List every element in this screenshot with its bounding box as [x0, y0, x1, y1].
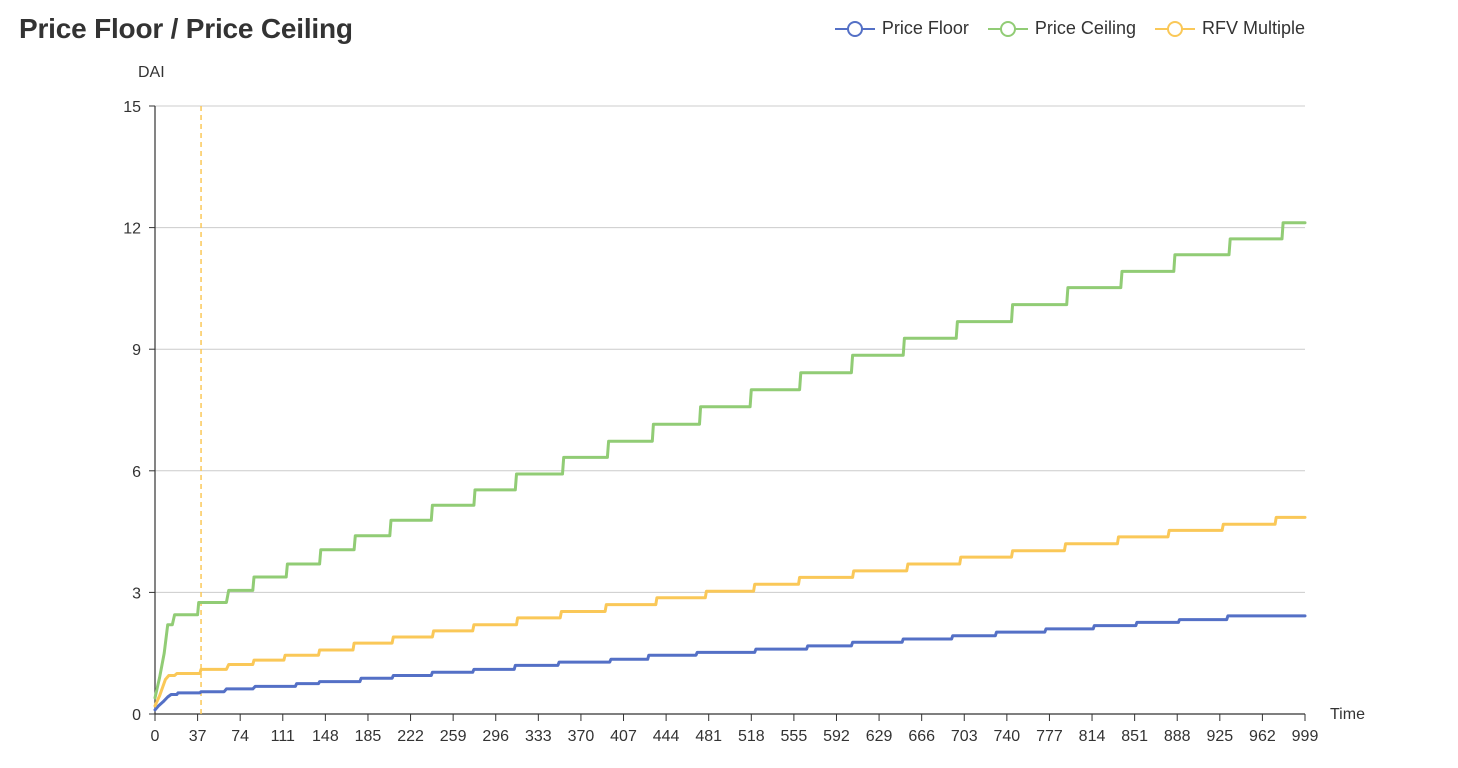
x-tick-label-999: 999: [1292, 728, 1319, 745]
series-line-rfv-multiple: [153, 515, 1307, 708]
x-tick-label-37: 37: [189, 728, 207, 745]
y-tick-label-15: 15: [123, 99, 141, 116]
y-tick-label-6: 6: [132, 464, 141, 481]
x-tick-label-185: 185: [355, 728, 382, 745]
legend-marker-rfv-multiple: [1154, 20, 1195, 37]
x-tick-label-666: 666: [908, 728, 935, 745]
legend-marker-price-ceiling: [987, 20, 1028, 37]
series-line-price-floor: [153, 614, 1307, 712]
x-tick-label-592: 592: [823, 728, 850, 745]
x-tick-label-888: 888: [1164, 728, 1191, 745]
x-tick-label-962: 962: [1249, 728, 1276, 745]
x-tick-label-481: 481: [695, 728, 722, 745]
x-tick-label-370: 370: [568, 728, 595, 745]
chart-legend: Price Floor Price Ceiling RFV Multiple: [834, 18, 1305, 39]
x-tick-label-851: 851: [1121, 728, 1148, 745]
x-tick-label-518: 518: [738, 728, 765, 745]
x-tick-label-555: 555: [781, 728, 808, 745]
x-tick-label-444: 444: [653, 728, 680, 745]
x-tick-label-0: 0: [151, 728, 160, 745]
y-axis-label: DAI: [138, 64, 165, 81]
x-tick-label-296: 296: [482, 728, 509, 745]
legend-item-price-ceiling[interactable]: Price Ceiling: [987, 18, 1136, 39]
x-tick-label-333: 333: [525, 728, 552, 745]
legend-marker-price-floor: [834, 20, 875, 37]
x-tick-label-222: 222: [397, 728, 424, 745]
x-tick-label-148: 148: [312, 728, 339, 745]
legend-item-price-floor[interactable]: Price Floor: [834, 18, 969, 39]
x-tick-label-407: 407: [610, 728, 637, 745]
x-tick-label-925: 925: [1206, 728, 1233, 745]
x-tick-label-703: 703: [951, 728, 978, 745]
x-tick-label-777: 777: [1036, 728, 1063, 745]
x-tick-label-111: 111: [271, 728, 295, 745]
y-tick-label-12: 12: [123, 221, 141, 238]
x-axis-label: Time: [1330, 706, 1365, 723]
x-tick-label-259: 259: [440, 728, 467, 745]
legend-label-rfv-multiple: RFV Multiple: [1201, 18, 1305, 38]
x-tick-label-74: 74: [231, 728, 249, 745]
x-tick-label-814: 814: [1079, 728, 1106, 745]
x-tick-label-629: 629: [866, 728, 893, 745]
legend-item-rfv-multiple[interactable]: RFV Multiple: [1154, 18, 1305, 39]
y-tick-label-9: 9: [132, 342, 141, 359]
legend-label-price-ceiling: Price Ceiling: [1034, 18, 1136, 38]
y-tick-label-3: 3: [132, 585, 141, 602]
x-tick-label-740: 740: [994, 728, 1021, 745]
chart-title: Price Floor / Price Ceiling: [19, 13, 353, 44]
legend-label-price-floor: Price Floor: [881, 18, 969, 38]
series-line-price-ceiling: [153, 221, 1307, 700]
y-tick-label-0: 0: [132, 707, 141, 724]
